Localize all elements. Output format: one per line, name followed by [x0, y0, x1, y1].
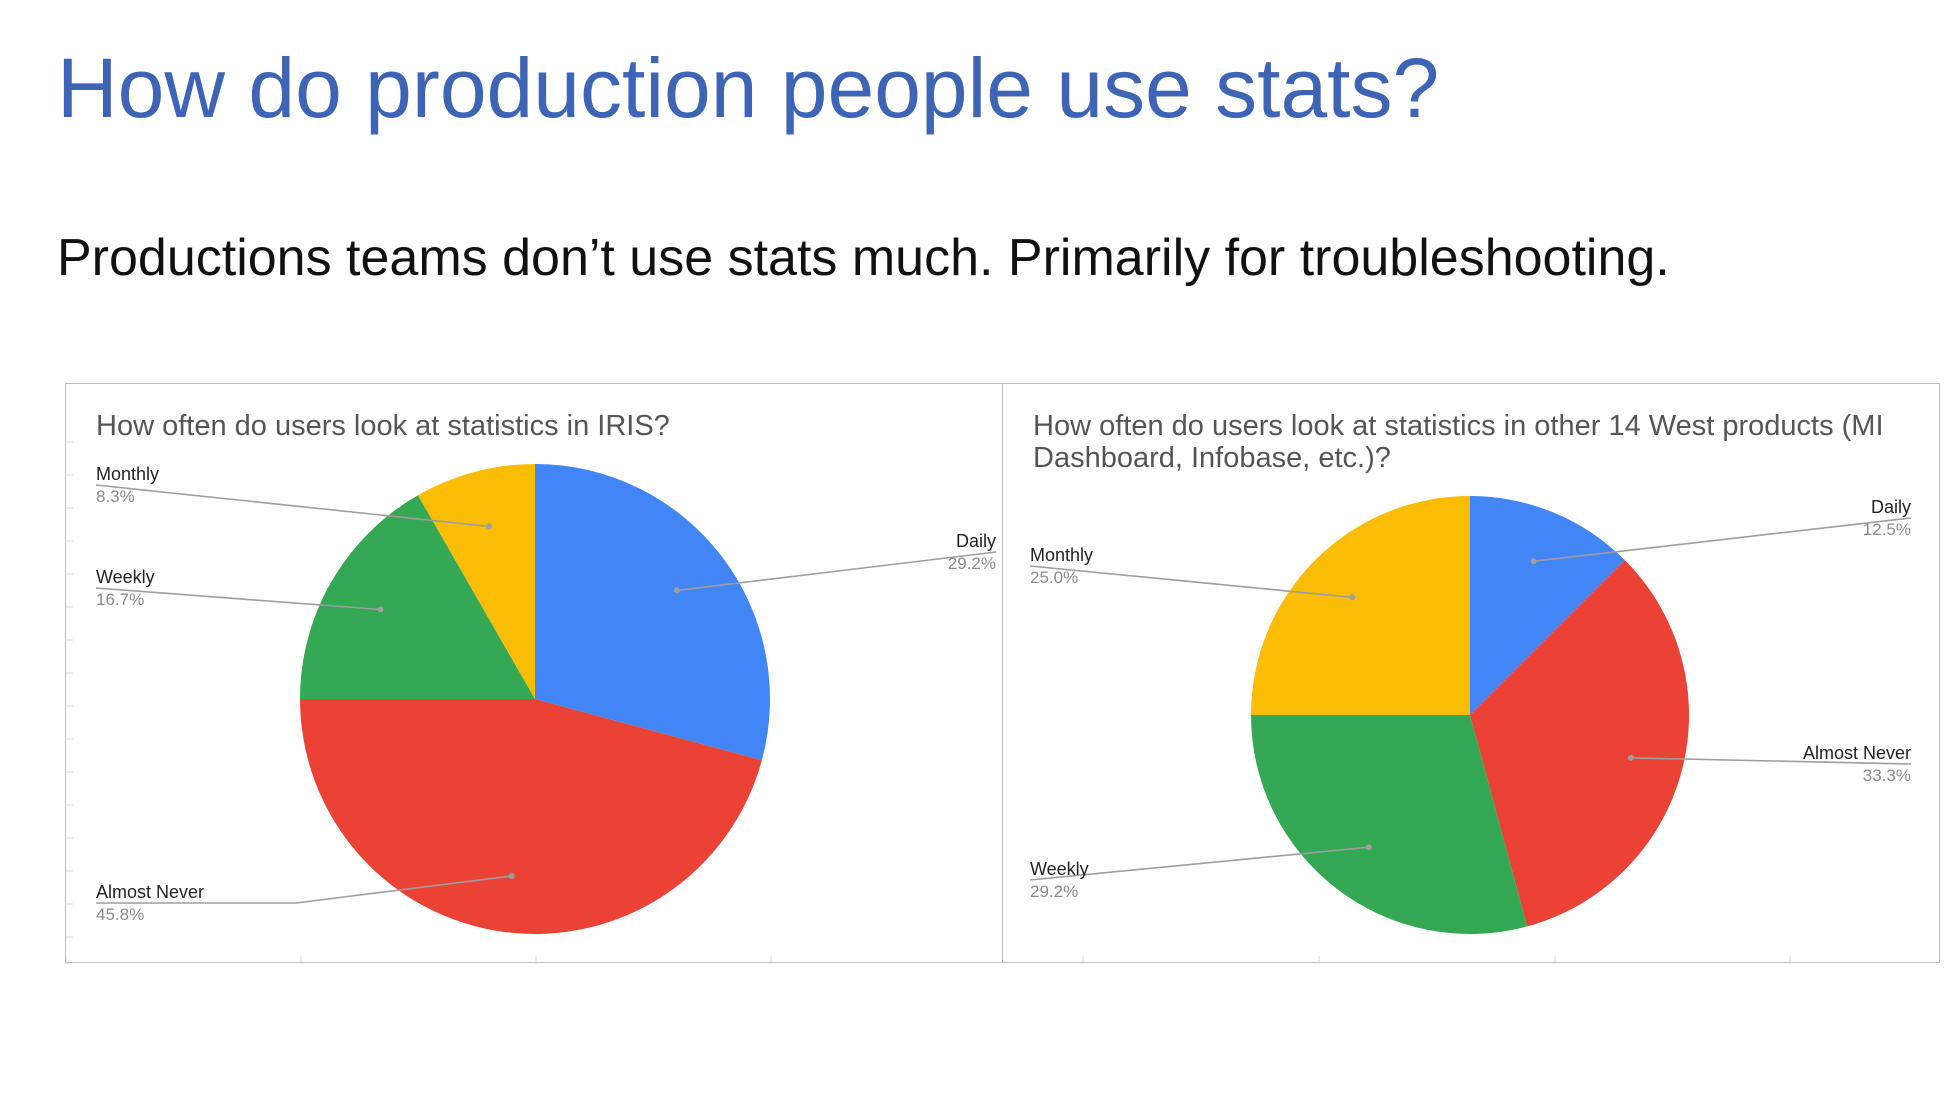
slice-label: Weekly: [96, 567, 155, 587]
leader-line: [95, 484, 490, 528]
slice-label: Monthly: [1030, 545, 1093, 565]
leader-dot: [377, 606, 384, 613]
pie-chart-other-products: How often do users look at statistics in…: [1002, 383, 1940, 964]
slide-subtitle: Productions teams don’t use stats much. …: [57, 229, 1670, 287]
leader-line: [96, 875, 512, 904]
slice-label: Weekly: [1030, 859, 1089, 879]
slide-title: How do production people use stats?: [57, 41, 1440, 135]
pie-slice-almost-never: [1470, 560, 1690, 927]
slice-percent: 25.0%: [1030, 568, 1078, 587]
leader-dot: [1530, 558, 1537, 565]
slice-percent: 45.8%: [96, 905, 144, 924]
slice-label: Daily: [1871, 497, 1911, 517]
slice-percent: 29.2%: [1030, 882, 1078, 901]
leader-line: [1029, 565, 1353, 599]
slice-percent: 29.2%: [948, 554, 996, 573]
pie-slice-almost-never: [300, 699, 762, 934]
slice-label: Monthly: [96, 464, 159, 484]
pie-chart-iris: How often do users look at statistics in…: [65, 383, 1003, 964]
slice-label: Almost Never: [96, 882, 204, 902]
pie-slice-daily: [535, 464, 770, 761]
leader-dot: [486, 523, 492, 530]
chart-title: How often do users look at statistics in…: [1033, 410, 1884, 474]
leader-line: [1029, 846, 1369, 881]
pie-chart-svg: Daily 29.2% Almost Never 45.8% Weekly 16.7% Mo…: [66, 441, 997, 964]
slice-label: Almost Never: [1803, 743, 1911, 763]
leader-dot: [673, 587, 680, 594]
leader-dot: [508, 873, 515, 879]
pie-slice-monthly: [1251, 496, 1470, 715]
pie-chart-svg: Daily 12.5% Almost Never 33.3% Weekly 29.2% Mo…: [1029, 496, 1912, 964]
leader-line: [95, 587, 381, 611]
leader-line: [1630, 757, 1912, 765]
leader-line: [676, 551, 997, 592]
leader-line: [1533, 517, 1912, 562]
leader-dot: [1627, 754, 1634, 761]
pie-slice-weekly: [1251, 715, 1528, 935]
slice-percent: 16.7%: [96, 590, 144, 609]
pie-slice-daily: [1470, 496, 1625, 715]
leader-dot: [1349, 594, 1356, 601]
slice-percent: 8.3%: [96, 487, 135, 506]
pie-slice-weekly: [300, 495, 535, 699]
leader-dot: [1365, 844, 1372, 851]
slice-percent: 12.5%: [1863, 520, 1911, 539]
slice-label: Daily: [956, 531, 996, 551]
chart-title: How often do users look at statistics in…: [96, 410, 670, 442]
slice-percent: 33.3%: [1863, 766, 1911, 785]
